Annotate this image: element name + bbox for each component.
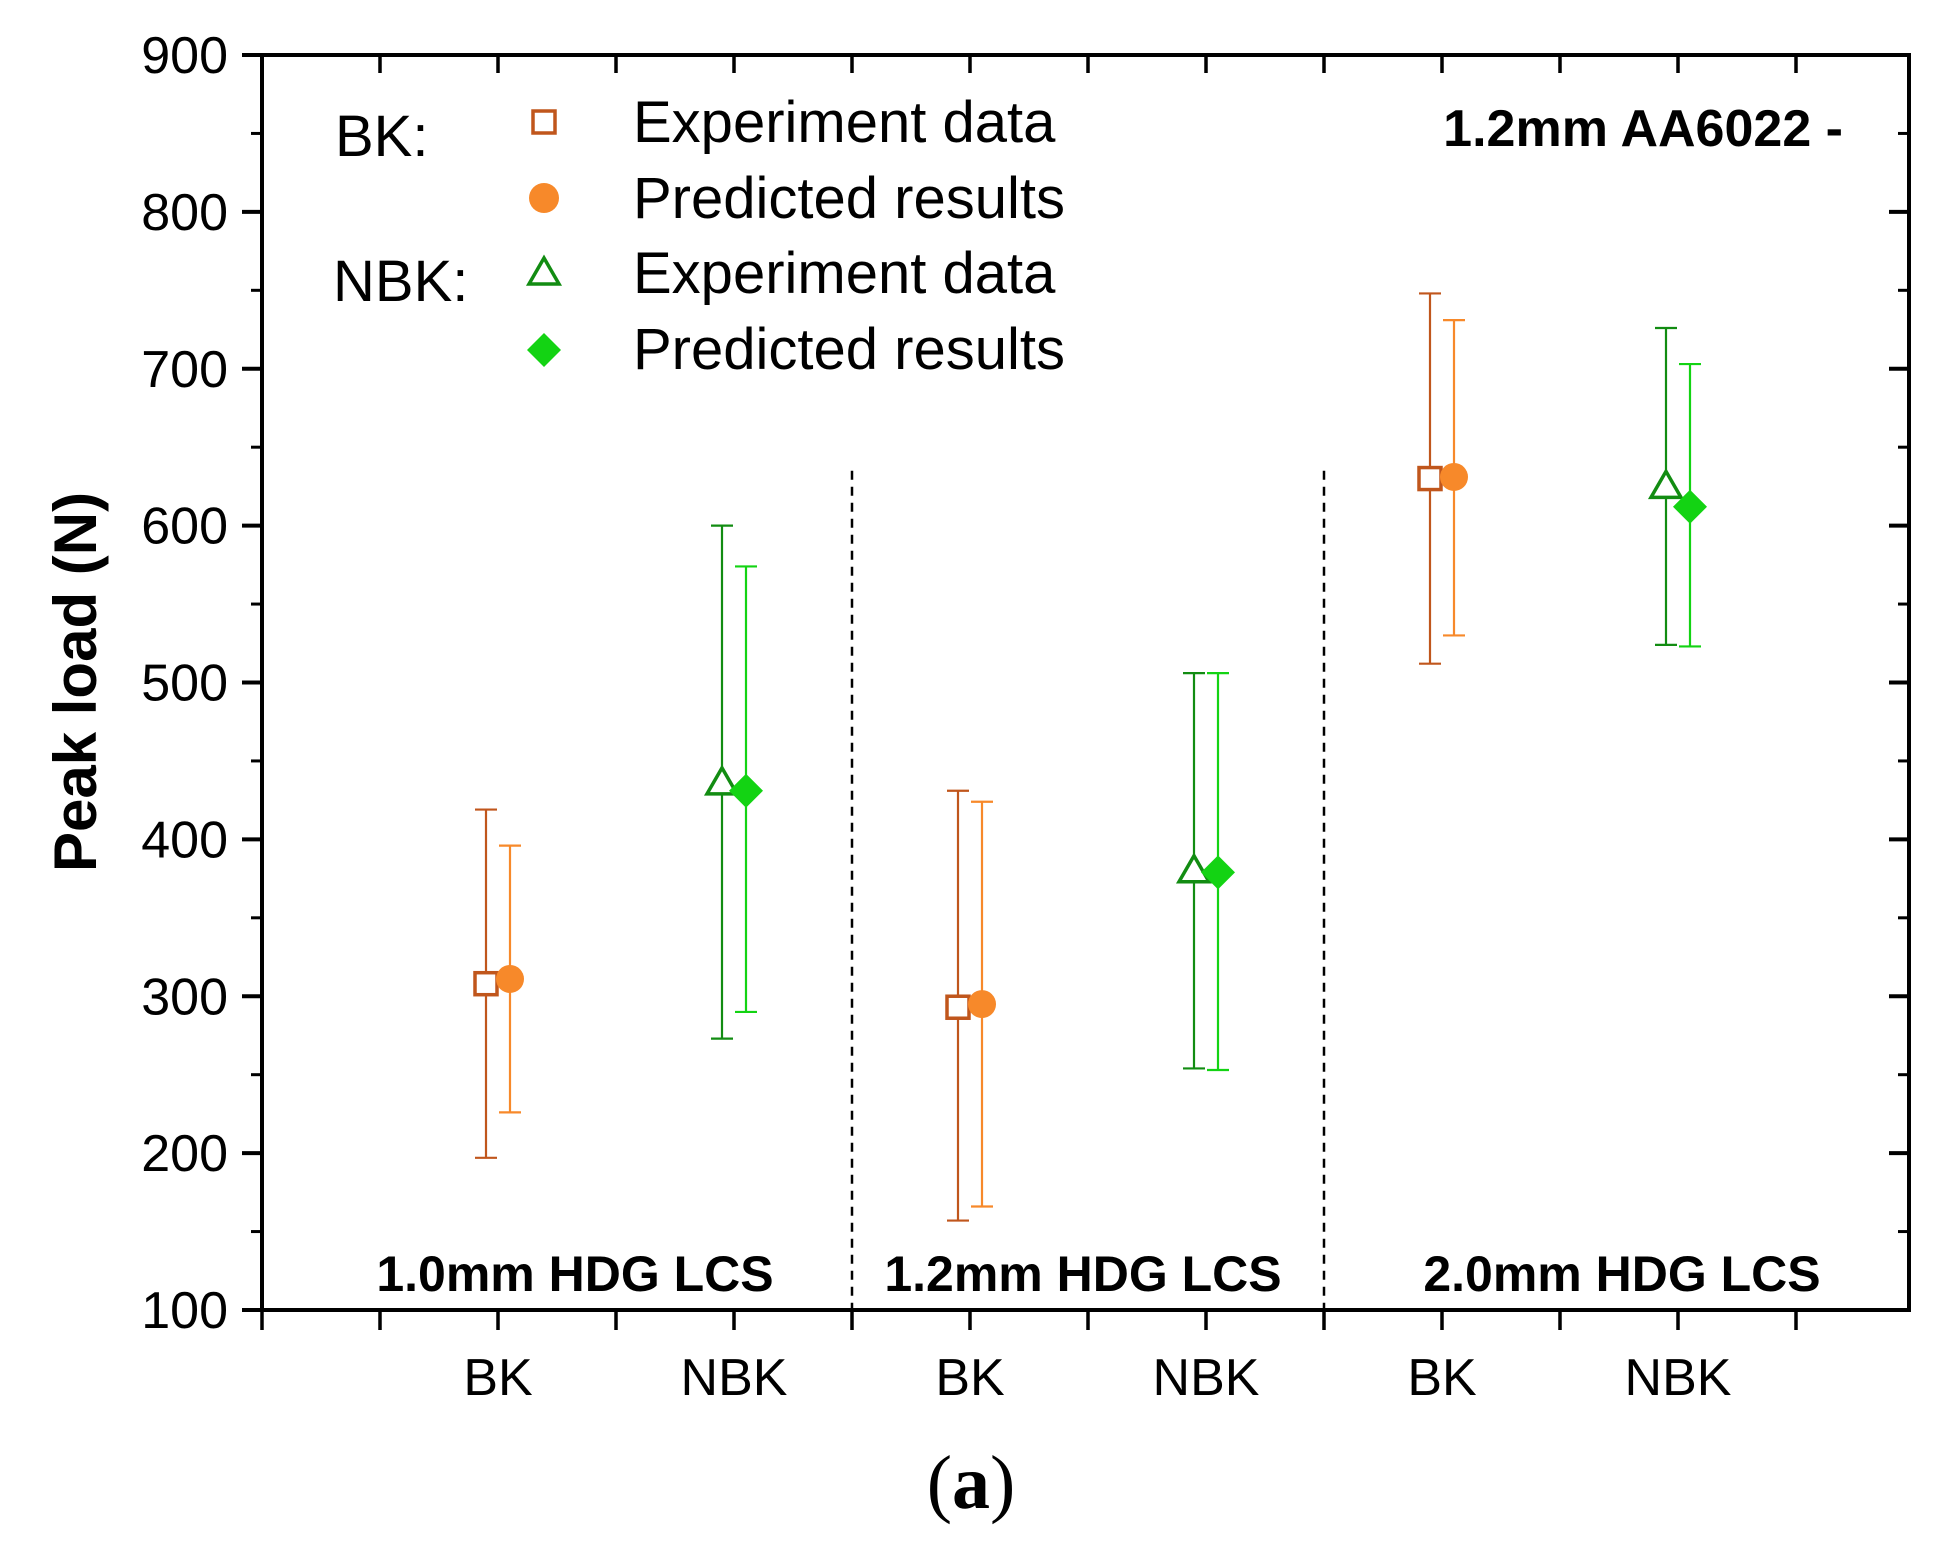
y-tick-label: 800 [141, 184, 228, 242]
bk-predicted-point [1440, 462, 1468, 491]
x-tick-label: NBK [1153, 1349, 1260, 1407]
y-axis-label: Peak load (N) [42, 492, 109, 872]
y-tick-label: 700 [141, 341, 228, 399]
y-tick-label: 500 [141, 655, 228, 713]
group-label-1: 1.0mm HDG LCS [376, 1246, 773, 1302]
y-tick-label: 200 [141, 1125, 228, 1183]
bk-experiment-point [1417, 465, 1443, 492]
nbk-predicted-point [1201, 855, 1235, 890]
data-points [473, 292, 1707, 1222]
legend-bk-experiment-marker [531, 109, 557, 135]
y-tick-label: 900 [141, 27, 228, 85]
x-tick-label: NBK [681, 1349, 788, 1407]
plot-frame [260, 53, 1911, 1312]
legend-bk-experiment-label: Experiment data [633, 90, 1056, 155]
legend-nbk-experiment-label: Experiment data [633, 241, 1056, 306]
x-tick-label: BK [935, 1349, 1005, 1407]
legend-bk-title: BK: [335, 104, 429, 169]
legend-nbk-predicted-marker [527, 333, 561, 367]
y-tick-label: 400 [141, 811, 228, 869]
nbk-experiment-point [703, 764, 741, 796]
nbk-experiment-point [1647, 467, 1685, 500]
x-tick-label: BK [1407, 1349, 1477, 1407]
nbk-experiment-point [1175, 852, 1213, 884]
caption-open-paren: ( [927, 1441, 952, 1525]
chart-title: 1.2mm AA6022 - [1443, 100, 1843, 158]
group-label-2: 1.2mm HDG LCS [884, 1246, 1281, 1302]
bk-predicted-point [496, 964, 524, 993]
y-tick-label: 100 [141, 1282, 228, 1340]
legend-bk-predicted-marker [529, 183, 559, 213]
legend: BK: NBK: Experiment data Predicted resul… [333, 90, 1065, 382]
bk-predicted-point [968, 990, 996, 1019]
nbk-predicted-point [1673, 489, 1707, 524]
legend-nbk-title: NBK: [333, 249, 468, 314]
group-dividers [850, 470, 1326, 1310]
x-axis-ticks: BK NBK BK NBK BK NBK [260, 55, 1798, 1407]
bk-experiment-point [473, 970, 499, 997]
legend-nbk-predicted-label: Predicted results [633, 317, 1065, 382]
x-tick-label: NBK [1625, 1349, 1732, 1407]
caption-close-paren: ) [990, 1441, 1015, 1525]
bk-experiment-point [945, 994, 971, 1020]
caption-letter: a [952, 1441, 990, 1525]
legend-nbk-experiment-marker [525, 254, 563, 286]
y-tick-label: 600 [141, 498, 228, 556]
legend-bk-predicted-label: Predicted results [633, 166, 1065, 231]
y-tick-label: 300 [141, 968, 228, 1026]
x-tick-label: BK [463, 1349, 533, 1407]
nbk-predicted-point [729, 773, 763, 808]
group-label-3: 2.0mm HDG LCS [1423, 1246, 1820, 1302]
y-axis-ticks: 100 200 300 400 500 600 700 800 900 [141, 27, 1909, 1340]
figure-caption: (a) [927, 1441, 1016, 1525]
